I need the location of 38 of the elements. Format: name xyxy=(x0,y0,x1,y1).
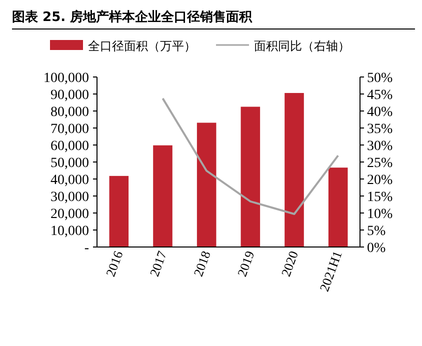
y2-tick-label: 35% xyxy=(367,122,393,137)
legend-label: 面积同比（右轴） xyxy=(254,39,350,53)
x-tick-label: 2018 xyxy=(190,248,214,278)
y-tick-label: 50,000 xyxy=(50,156,89,171)
y-tick-label: 100,000 xyxy=(44,71,89,86)
bar xyxy=(240,106,260,247)
y-tick-label: 10,000 xyxy=(50,224,89,239)
y2-tick-label: 40% xyxy=(367,105,393,120)
x-tick-label: 2019 xyxy=(234,248,258,278)
bar xyxy=(284,92,304,247)
line-series xyxy=(162,97,340,216)
x-tick-label: 2017 xyxy=(146,248,170,278)
y2-tick-label: 45% xyxy=(367,88,393,103)
y-tick-label: - xyxy=(84,241,90,256)
y2-tick-label: 20% xyxy=(367,173,393,188)
y-tick-label: 90,000 xyxy=(50,88,89,103)
bar xyxy=(153,145,172,247)
y2-tick-label: 10% xyxy=(367,207,393,222)
y-tick-label: 40,000 xyxy=(50,173,89,188)
y-tick-label: 60,000 xyxy=(50,139,89,154)
y-tick-label: 30,000 xyxy=(50,190,89,205)
y2-tick-label: 30% xyxy=(367,139,393,154)
y-tick-label: 20,000 xyxy=(50,207,89,222)
y2-tick-label: 15% xyxy=(367,190,393,205)
legend-label: 全口径面积（万平） xyxy=(88,39,196,53)
y2-tick-label: 5% xyxy=(367,224,386,239)
bar xyxy=(196,122,216,247)
x-tick-label: 2021H1 xyxy=(316,248,345,294)
y2-tick-label: 50% xyxy=(367,71,393,86)
y2-tick-label: 25% xyxy=(367,156,393,171)
x-tick-label: 2020 xyxy=(278,248,302,278)
bar xyxy=(109,176,129,247)
y-tick-label: 80,000 xyxy=(50,105,89,120)
y2-tick-label: 0% xyxy=(367,241,386,256)
x-tick-label: 2016 xyxy=(102,248,126,278)
bar xyxy=(328,168,348,247)
y-tick-label: 70,000 xyxy=(50,122,89,137)
chart-title: 图表 25. 房地产样本企业全口径销售面积 xyxy=(12,9,254,25)
